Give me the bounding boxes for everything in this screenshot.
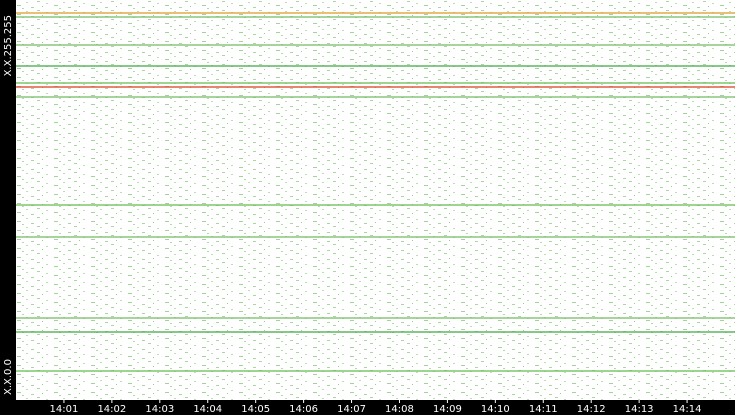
traffic-texture: [16, 0, 735, 400]
x-tick-label: 14:10: [481, 404, 510, 415]
x-tick-label: 14:04: [193, 404, 222, 415]
x-tick-label: 14:14: [673, 404, 702, 415]
y-axis-bar: [0, 0, 16, 415]
x-tick-label: 14:13: [625, 404, 654, 415]
x-tick-label: 14:12: [577, 404, 606, 415]
y-tick-label: X.X.0.0: [3, 359, 14, 395]
y-tick-label: X.X.255.255: [3, 15, 14, 76]
x-tick-label: 14:03: [145, 404, 174, 415]
x-tick-label: 14:11: [529, 404, 558, 415]
x-tick-label: 14:01: [50, 404, 79, 415]
x-tick-label: 14:02: [97, 404, 126, 415]
x-tick-label: 14:08: [385, 404, 414, 415]
x-tick-label: 14:06: [289, 404, 318, 415]
x-tick-label: 14:05: [241, 404, 270, 415]
x-axis-bar: [0, 400, 735, 415]
x-tick-label: 14:07: [337, 404, 366, 415]
x-tick-label: 14:09: [433, 404, 462, 415]
